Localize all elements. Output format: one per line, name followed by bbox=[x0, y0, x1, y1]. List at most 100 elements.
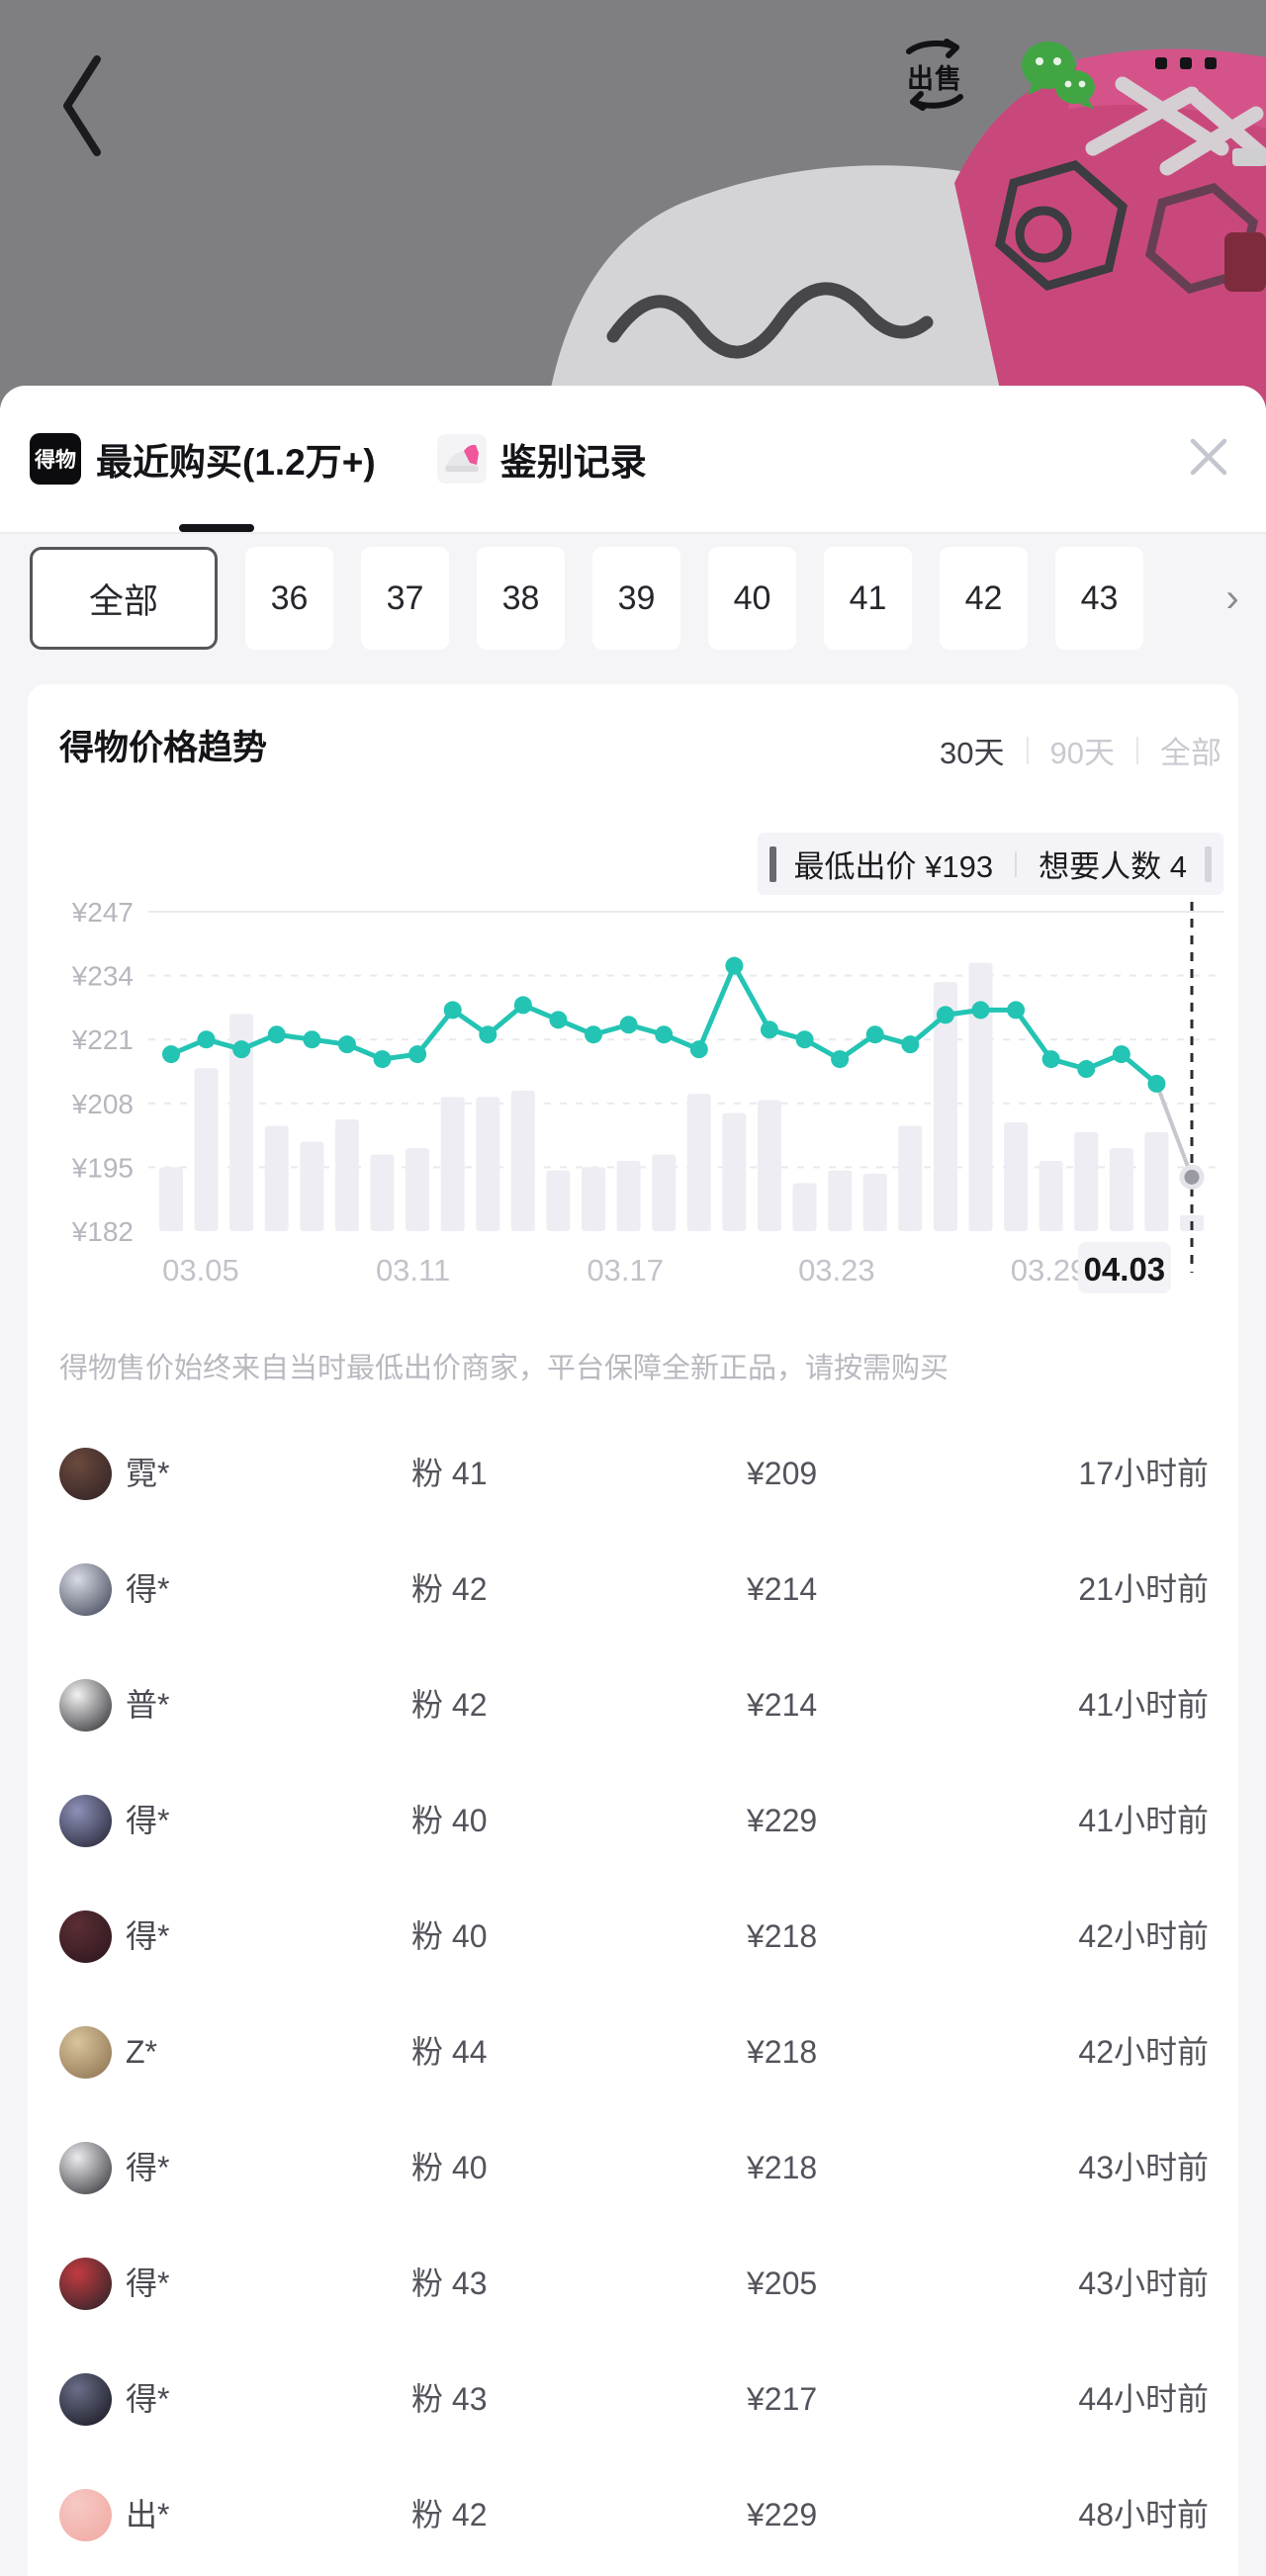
svg-text:03.05: 03.05 bbox=[162, 1253, 239, 1288]
purchase-price: ¥229 bbox=[747, 1803, 818, 1838]
purchase-price: ¥214 bbox=[747, 1687, 818, 1723]
svg-text:03.29: 03.29 bbox=[1011, 1253, 1088, 1288]
svg-text:¥234: ¥234 bbox=[71, 961, 134, 992]
purchase-price: ¥218 bbox=[747, 1918, 818, 1954]
purchase-row[interactable]: 得* 粉 40 ¥218 43小时前 bbox=[28, 2110, 1238, 2226]
purchase-price: ¥229 bbox=[747, 2497, 818, 2532]
tab-authentication-records[interactable]: 鉴别记录 bbox=[499, 442, 647, 483]
buyer-name: 得* bbox=[126, 1918, 170, 1954]
buyer-name: 得* bbox=[126, 2381, 170, 2417]
range-option[interactable]: 全部 bbox=[1160, 736, 1221, 770]
purchase-price: ¥218 bbox=[747, 2150, 818, 2185]
svg-text:¥247: ¥247 bbox=[71, 897, 134, 928]
buyer-name: 普* bbox=[126, 1687, 170, 1723]
buyer-name: 得* bbox=[126, 1803, 170, 1838]
avatar bbox=[59, 2142, 112, 2194]
tooltip-right-bar bbox=[1205, 845, 1212, 882]
buyer-name: Z* bbox=[126, 2034, 157, 2070]
photo-topbar: 出售 bbox=[0, 0, 1266, 158]
more-menu-icon[interactable] bbox=[1155, 57, 1230, 81]
svg-text:¥182: ¥182 bbox=[71, 1216, 134, 1247]
purchase-row[interactable]: 普* 粉 42 ¥214 41小时前 bbox=[28, 1647, 1238, 1763]
purchase-size: 粉 40 bbox=[411, 1918, 488, 1954]
purchase-time: 17小时前 bbox=[1078, 1456, 1209, 1491]
buyer-name: 得* bbox=[126, 2265, 170, 2301]
sell-icon[interactable]: 出售 bbox=[895, 34, 974, 117]
purchase-row[interactable]: 得* 粉 43 ¥205 43小时前 bbox=[28, 2226, 1238, 2342]
wechat-share-icon[interactable] bbox=[1019, 38, 1102, 115]
purchase-row[interactable]: 霓* 粉 41 ¥209 17小时前 bbox=[28, 1416, 1238, 1532]
purchase-time: 48小时前 bbox=[1078, 2497, 1209, 2532]
svg-text:03.11: 03.11 bbox=[376, 1253, 450, 1288]
content-card: 得物价格趋势 30天 90天 全部 最低出价 ¥193 想要人数 4 ¥247 ¥23… bbox=[28, 684, 1238, 2576]
purchase-size: 粉 42 bbox=[411, 2497, 488, 2532]
purchase-time: 41小时前 bbox=[1078, 1803, 1209, 1838]
purchase-row[interactable]: Z* 粉 44 ¥218 42小时前 bbox=[28, 1995, 1238, 2110]
sell-icon-label: 出售 bbox=[907, 64, 962, 94]
header-divider bbox=[0, 532, 1266, 534]
avatar bbox=[59, 1795, 112, 1847]
purchase-row[interactable]: 得* 粉 40 ¥229 41小时前 bbox=[28, 1763, 1238, 1879]
purchase-size: 粉 44 bbox=[411, 2034, 488, 2070]
price-trend-chart[interactable]: ¥247 ¥234 ¥221 ¥208 ¥195 ¥182 03.05 03.11 03.17 0… bbox=[28, 882, 1238, 1322]
purchase-time: 41小时前 bbox=[1078, 1687, 1209, 1723]
avatar bbox=[59, 2258, 112, 2310]
purchase-time: 42小时前 bbox=[1078, 1918, 1209, 1954]
range-divider bbox=[1026, 736, 1029, 764]
shoe-thumb-icon bbox=[444, 444, 479, 472]
size-chip[interactable]: 39 bbox=[592, 547, 680, 650]
tooltip-divider bbox=[1015, 850, 1018, 877]
purchase-time: 43小时前 bbox=[1078, 2265, 1209, 2301]
svg-text:¥195: ¥195 bbox=[71, 1152, 134, 1183]
size-chip[interactable]: 40 bbox=[708, 547, 796, 650]
purchase-price: ¥217 bbox=[747, 2381, 818, 2417]
sheet-header: 得物 最近购买(1.2万+) 鉴别记录 bbox=[0, 386, 1266, 532]
size-chip[interactable]: 37 bbox=[361, 547, 449, 650]
chart-title: 得物价格趋势 bbox=[59, 729, 268, 767]
size-chip[interactable]: 38 bbox=[477, 547, 565, 650]
avatar bbox=[59, 2373, 112, 2426]
active-tab-underline bbox=[179, 524, 254, 532]
chips-more-chevron[interactable]: › bbox=[1225, 577, 1239, 620]
disclaimer-text: 得物售价始终来自当时最低出价商家，平台保障全新正品，请按需购买 bbox=[59, 1353, 950, 1384]
chart-tooltip: 最低出价 ¥193 想要人数 4 bbox=[757, 833, 1223, 895]
buyer-name: 得* bbox=[126, 1571, 170, 1607]
avatar bbox=[59, 1563, 112, 1616]
svg-text:03.17: 03.17 bbox=[587, 1253, 664, 1288]
purchase-row[interactable]: 得* 粉 42 ¥214 21小时前 bbox=[28, 1532, 1238, 1647]
size-chip[interactable]: 全部 bbox=[30, 547, 218, 650]
tab-recent-purchases[interactable]: 最近购买(1.2万+) bbox=[96, 442, 376, 483]
range-option[interactable]: 90天 bbox=[1049, 736, 1115, 770]
size-chip[interactable]: 43 bbox=[1055, 547, 1143, 650]
lowest-ask: 最低出价 ¥193 bbox=[793, 849, 994, 884]
buyer-name: 得* bbox=[126, 2150, 170, 2185]
size-chip[interactable]: 41 bbox=[824, 547, 912, 650]
back-icon[interactable] bbox=[57, 51, 109, 160]
dewu-logo: 得物 bbox=[30, 433, 81, 485]
purchase-size: 粉 40 bbox=[411, 2150, 488, 2185]
purchase-time: 42小时前 bbox=[1078, 2034, 1209, 2070]
purchase-size: 粉 41 bbox=[411, 1456, 488, 1491]
avatar bbox=[59, 1448, 112, 1500]
buyer-name: 霓* bbox=[126, 1456, 170, 1491]
purchase-row[interactable]: 出* 粉 42 ¥229 48小时前 bbox=[28, 2457, 1238, 2573]
buyer-name: 出* bbox=[126, 2497, 170, 2532]
want-count: 想要人数 4 bbox=[1039, 849, 1187, 884]
purchase-price: ¥209 bbox=[747, 1456, 818, 1491]
svg-text:¥208: ¥208 bbox=[71, 1089, 134, 1119]
sell-arrows-icon bbox=[906, 39, 963, 111]
size-chip[interactable]: 42 bbox=[940, 547, 1028, 650]
purchase-row[interactable]: 得* 粉 43 ¥217 44小时前 bbox=[28, 2342, 1238, 2457]
purchase-time: 21小时前 bbox=[1078, 1571, 1209, 1607]
size-chip[interactable]: 36 bbox=[245, 547, 333, 650]
range-option[interactable]: 30天 bbox=[940, 736, 1005, 770]
avatar bbox=[59, 1910, 112, 1963]
purchase-row[interactable]: 得* 粉 40 ¥218 42小时前 bbox=[28, 1879, 1238, 1995]
range-toggle-group: 30天 90天 全部 bbox=[940, 728, 1221, 772]
size-filter-row: 全部 36 37 38 39 40 41 42 43 bbox=[0, 547, 1266, 650]
close-icon[interactable] bbox=[1187, 435, 1230, 479]
svg-text:03.23: 03.23 bbox=[798, 1253, 875, 1288]
svg-text:04.03: 04.03 bbox=[1084, 1251, 1166, 1288]
tooltip-left-bar bbox=[769, 845, 776, 882]
avatar bbox=[59, 2489, 112, 2541]
